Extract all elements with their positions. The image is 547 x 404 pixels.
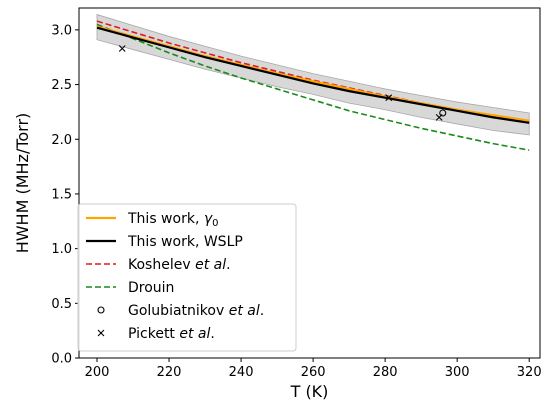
series-line-wslp (96, 26, 530, 124)
x-tick-label: 300 (445, 365, 470, 380)
point-pickett (118, 45, 126, 52)
y-axis-ticks: 0.0 0.5 1.0 1.5 2.0 2.5 3.0 (51, 23, 79, 367)
y-tick-label: 2.5 (51, 78, 72, 93)
uncertainty-band-layer (96, 14, 530, 136)
x-tick-label: 220 (157, 365, 182, 380)
uncertainty-band (96, 14, 530, 136)
point-golubiatnikov (439, 109, 447, 117)
point-pickett (435, 113, 443, 121)
legend: This work, γ0 This work, WSLP Koshelev e… (77, 203, 297, 352)
legend-label-gamma0-sub: 0 (212, 218, 218, 229)
x-tick-label: 200 (85, 365, 110, 380)
legend-label-golubiatnikov-name: Golubiatnikov (128, 303, 229, 319)
x-axis-ticks: 200 220 240 260 280 300 320 (85, 358, 542, 380)
legend-label-gamma0-main: This work, (127, 211, 204, 227)
legend-label-pickett: Pickett et al. (128, 326, 215, 342)
plot-frame (78, 7, 541, 359)
x-tick-label: 240 (229, 365, 254, 380)
legend-label-koshelev-name: Koshelev (128, 257, 195, 273)
y-tick-label: 0.5 (51, 297, 72, 312)
y-tick-label: 1.0 (51, 242, 72, 257)
legend-label-pickett-name: Pickett (128, 326, 179, 342)
y-axis-label: HWHM (MHz/Torr) (13, 113, 32, 254)
x-axis-label: T (K) (290, 382, 329, 401)
legend-label-koshelev-dot: . (226, 257, 230, 273)
legend-label-pickett-etal: et al (179, 326, 210, 342)
legend-marker-pickett (97, 329, 105, 337)
legend-label-drouin: Drouin (128, 280, 174, 296)
legend-label-gamma0-gamma: γ (204, 211, 213, 227)
legend-label-golubiatnikov-etal: et al (229, 303, 260, 319)
points-layer (118, 45, 447, 121)
legend-label-golubiatnikov-dot: . (260, 303, 264, 319)
legend-label-wslp: This work, WSLP (127, 234, 243, 250)
x-tick-label: 320 (517, 365, 542, 380)
legend-label-koshelev: Koshelev et al. (128, 257, 231, 273)
y-tick-label: 0.0 (51, 352, 72, 367)
legend-marker-golubiatnikov (97, 306, 105, 314)
y-tick-label: 1.5 (51, 187, 72, 202)
y-tick-label: 2.0 (51, 133, 72, 148)
x-tick-label: 260 (301, 365, 326, 380)
point-pickett (385, 94, 393, 102)
legend-label-pickett-dot: . (210, 326, 214, 342)
legend-label-koshelev-etal: et al (195, 257, 226, 273)
series-layer (96, 20, 530, 151)
legend-label-gamma0: This work, γ0 (127, 211, 219, 229)
legend-box (77, 203, 297, 352)
legend-label-golubiatnikov: Golubiatnikov et al. (128, 303, 264, 319)
x-tick-label: 280 (373, 365, 398, 380)
y-tick-label: 3.0 (51, 23, 72, 38)
series-line-drouin (96, 23, 530, 151)
